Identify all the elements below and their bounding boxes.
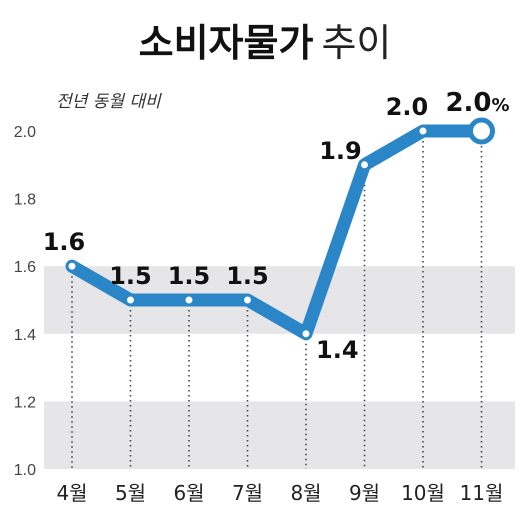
y-tick-label: 1.2 [14,394,36,411]
data-point [417,125,429,137]
data-label: 1.4 [316,336,359,364]
x-axis-ticks: 4월 5월 6월 7월 8월 9월 10월 11월 [56,481,503,505]
chart-title-suffix: 추이 [321,21,391,65]
data-label: 1.5 [226,262,269,290]
data-label: 1.9 [319,137,362,165]
data-markers [66,117,495,340]
drop-lines [71,131,483,469]
data-label: 2.0 [386,93,429,121]
data-point [125,294,136,306]
x-tick-label: 9월 [349,481,380,505]
data-point [359,159,370,171]
data-point [242,294,253,306]
data-label: 1.5 [109,262,152,290]
background-bands [44,266,515,469]
x-tick-label: 5월 [115,481,146,505]
unit-label: % [492,95,510,116]
y-tick-label: 1.8 [14,192,36,209]
y-tick-label: 2.0 [14,124,36,141]
x-tick-label: 7월 [232,481,263,505]
chart-title-main: 소비자물가 [139,21,314,65]
data-label: 2.0% [445,88,509,118]
x-tick-label: 6월 [173,481,204,505]
x-tick-label: 10월 [401,481,445,505]
data-point [183,294,195,306]
series-polyline [65,124,488,341]
series-line [65,124,488,341]
chart-subtitle: 전년 동월 대비 [56,92,162,112]
data-label: 1.6 [43,228,86,256]
y-tick-label: 1.0 [14,462,36,479]
y-tick-label: 1.4 [14,327,36,344]
x-tick-label: 11월 [460,481,504,505]
grid-band [44,401,515,469]
x-tick-label: 4월 [56,481,87,505]
data-point [468,117,495,145]
y-tick-label: 1.6 [14,259,36,276]
data-labels: 1.6 1.5 1.5 1.5 1.4 1.9 2.0 2.0% [43,88,510,364]
data-point [66,260,78,272]
data-point [300,328,312,340]
data-label: 1.5 [168,262,211,290]
chart-title: 소비자물가 추이 [139,21,392,65]
x-tick-label: 8월 [290,481,321,505]
y-axis-ticks: 1.0 1.2 1.4 1.6 1.8 2.0 [14,124,36,479]
